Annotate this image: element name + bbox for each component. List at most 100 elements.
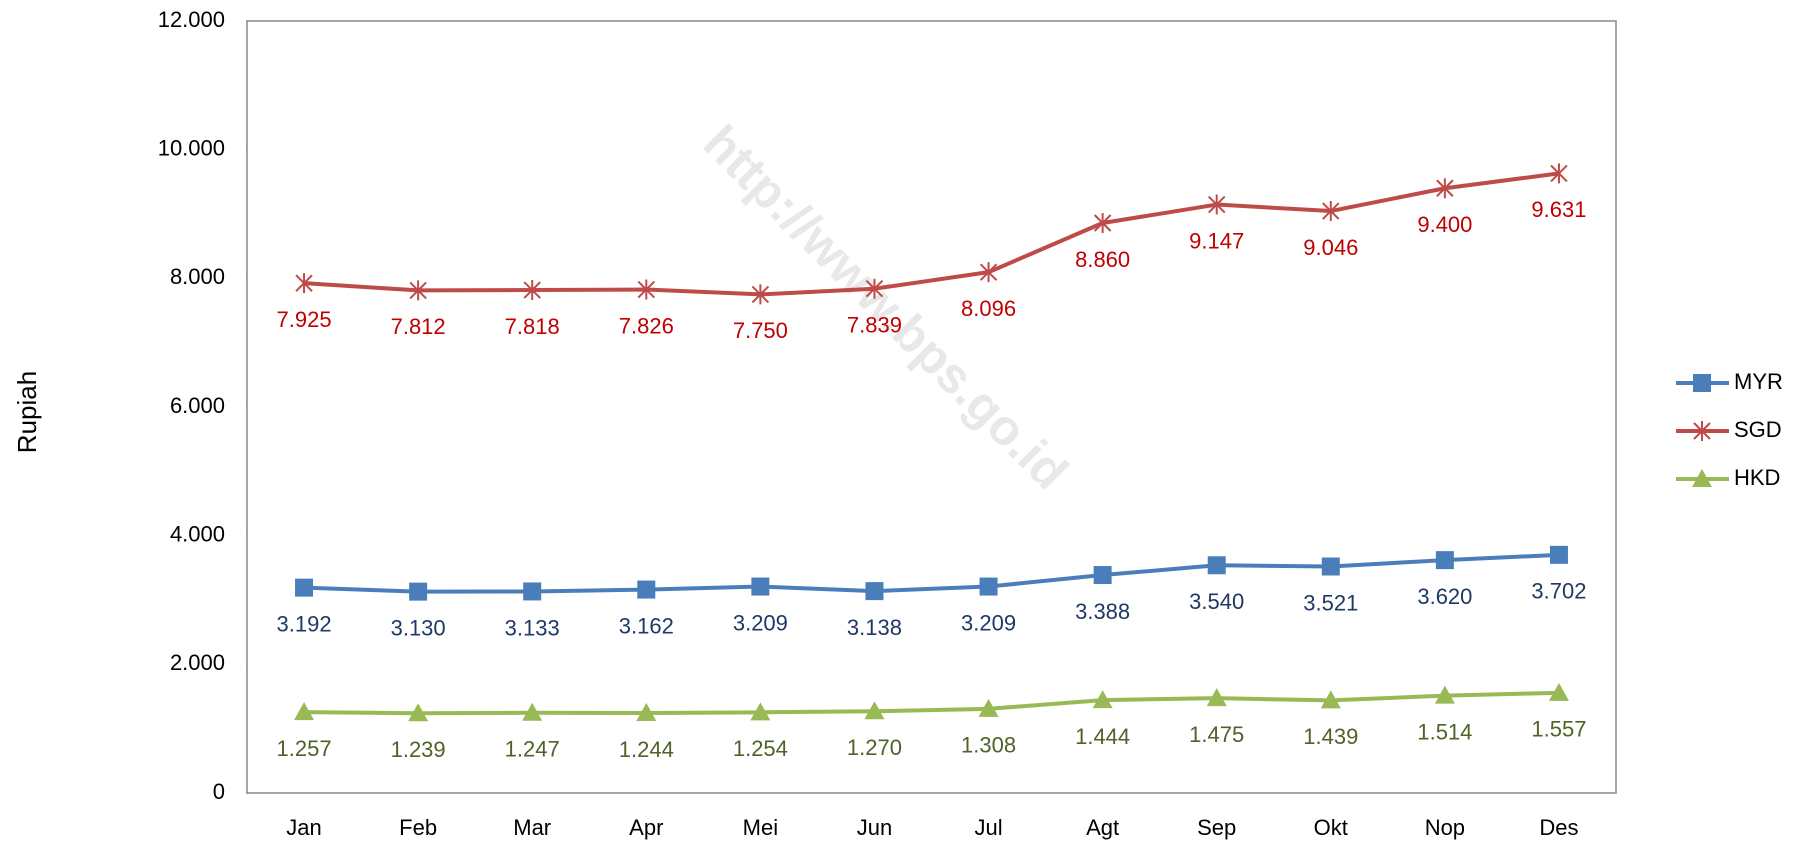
data-point bbox=[1093, 566, 1112, 585]
y-tick-label: 12.000 bbox=[158, 7, 225, 32]
data-point bbox=[1208, 194, 1226, 215]
data-label: 8.096 bbox=[961, 296, 1016, 321]
x-tick-label: Feb bbox=[399, 815, 437, 840]
data-point bbox=[637, 279, 655, 300]
data-point bbox=[637, 580, 656, 599]
y-tick-label: 8.000 bbox=[170, 264, 225, 289]
data-point bbox=[750, 702, 771, 721]
data-point bbox=[408, 703, 429, 722]
data-point bbox=[1548, 682, 1569, 701]
x-tick-label: Jun bbox=[857, 815, 892, 840]
data-label: 9.400 bbox=[1417, 212, 1472, 237]
data-label: 3.620 bbox=[1417, 584, 1472, 609]
legend-marker bbox=[1692, 469, 1712, 487]
data-point bbox=[865, 278, 884, 299]
y-tick-label: 2.000 bbox=[170, 650, 225, 675]
data-point bbox=[1320, 690, 1341, 709]
data-label: 7.839 bbox=[847, 313, 902, 338]
y-tick-label: 0 bbox=[213, 779, 225, 804]
data-label: 1.247 bbox=[505, 737, 560, 762]
data-point bbox=[864, 701, 885, 720]
data-label: 1.257 bbox=[277, 736, 332, 761]
data-label: 7.812 bbox=[391, 314, 446, 339]
legend-marker bbox=[1693, 421, 1711, 441]
data-point bbox=[294, 702, 315, 721]
data-label: 3.540 bbox=[1189, 589, 1244, 614]
data-label: 3.521 bbox=[1303, 590, 1358, 615]
legend-marker bbox=[1693, 374, 1711, 392]
data-point bbox=[1207, 556, 1226, 575]
data-point bbox=[522, 702, 543, 721]
data-label: 1.557 bbox=[1531, 717, 1586, 742]
data-label: 3.130 bbox=[391, 615, 446, 640]
y-tick-label: 6.000 bbox=[170, 393, 225, 418]
data-point bbox=[1549, 545, 1568, 564]
data-point bbox=[1206, 688, 1227, 707]
x-tick-label: Agt bbox=[1086, 815, 1119, 840]
legend-label: HKD bbox=[1734, 465, 1780, 490]
data-label: 3.192 bbox=[277, 611, 332, 636]
data-point bbox=[295, 273, 313, 294]
data-label: 9.631 bbox=[1531, 197, 1586, 222]
data-label: 3.162 bbox=[619, 613, 674, 638]
data-label: 7.826 bbox=[619, 313, 674, 338]
data-label: 8.860 bbox=[1075, 247, 1130, 272]
data-point bbox=[1093, 213, 1112, 234]
x-tick-label: Jul bbox=[974, 815, 1002, 840]
data-point bbox=[1435, 551, 1454, 570]
data-point bbox=[523, 280, 541, 301]
y-axis-label: Rupiah bbox=[12, 371, 42, 453]
data-label: 1.239 bbox=[391, 737, 446, 762]
x-tick-label: Sep bbox=[1197, 815, 1236, 840]
data-point bbox=[1434, 685, 1455, 704]
data-label: 3.133 bbox=[505, 615, 560, 640]
x-tick-label: Jan bbox=[286, 815, 321, 840]
data-point bbox=[523, 582, 542, 601]
data-point bbox=[636, 702, 657, 721]
data-label: 9.147 bbox=[1189, 228, 1244, 253]
data-point bbox=[1436, 178, 1454, 199]
data-label: 3.388 bbox=[1075, 599, 1130, 624]
data-point bbox=[409, 582, 428, 601]
data-point bbox=[409, 280, 427, 301]
plot-area bbox=[246, 20, 1617, 794]
y-tick-label: 4.000 bbox=[170, 521, 225, 546]
data-label: 3.138 bbox=[847, 615, 902, 640]
x-tick-label: Nop bbox=[1425, 815, 1465, 840]
data-label: 1.244 bbox=[619, 737, 674, 762]
data-point bbox=[865, 582, 884, 601]
data-label: 1.475 bbox=[1189, 722, 1244, 747]
x-tick-label: Okt bbox=[1314, 815, 1348, 840]
data-label: 7.750 bbox=[733, 318, 788, 343]
legend-label: SGD bbox=[1734, 417, 1782, 442]
data-point bbox=[295, 578, 314, 597]
data-point bbox=[751, 284, 770, 305]
data-label: 7.818 bbox=[505, 314, 560, 339]
data-label: 1.270 bbox=[847, 735, 902, 760]
data-point bbox=[1321, 557, 1340, 576]
y-tick-label: 10.000 bbox=[158, 135, 225, 160]
data-label: 1.444 bbox=[1075, 724, 1130, 749]
legend-label: MYR bbox=[1734, 369, 1783, 394]
data-label: 1.439 bbox=[1303, 724, 1358, 749]
data-label: 3.209 bbox=[733, 610, 788, 635]
data-point bbox=[979, 262, 998, 283]
x-tick-label: Mei bbox=[743, 815, 778, 840]
data-point bbox=[1550, 163, 1568, 184]
x-tick-label: Mar bbox=[513, 815, 551, 840]
data-point bbox=[751, 577, 770, 596]
series-line bbox=[303, 552, 1560, 594]
x-tick-label: Des bbox=[1539, 815, 1578, 840]
x-tick-label: Apr bbox=[629, 815, 663, 840]
data-point bbox=[1322, 201, 1340, 222]
data-point bbox=[1092, 690, 1113, 709]
data-label: 1.308 bbox=[961, 733, 1016, 758]
data-point bbox=[978, 698, 999, 717]
series-line bbox=[304, 690, 1560, 716]
data-label: 1.254 bbox=[733, 736, 788, 761]
data-label: 3.702 bbox=[1531, 579, 1586, 604]
data-label: 9.046 bbox=[1303, 235, 1358, 260]
series-line bbox=[303, 171, 1560, 297]
data-label: 1.514 bbox=[1417, 719, 1472, 744]
